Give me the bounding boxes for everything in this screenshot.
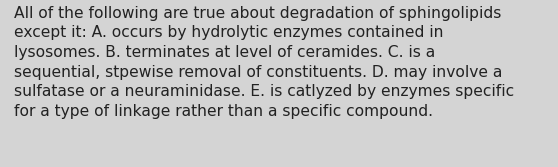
Text: All of the following are true about degradation of sphingolipids
except it: A. o: All of the following are true about degr… (14, 6, 514, 119)
